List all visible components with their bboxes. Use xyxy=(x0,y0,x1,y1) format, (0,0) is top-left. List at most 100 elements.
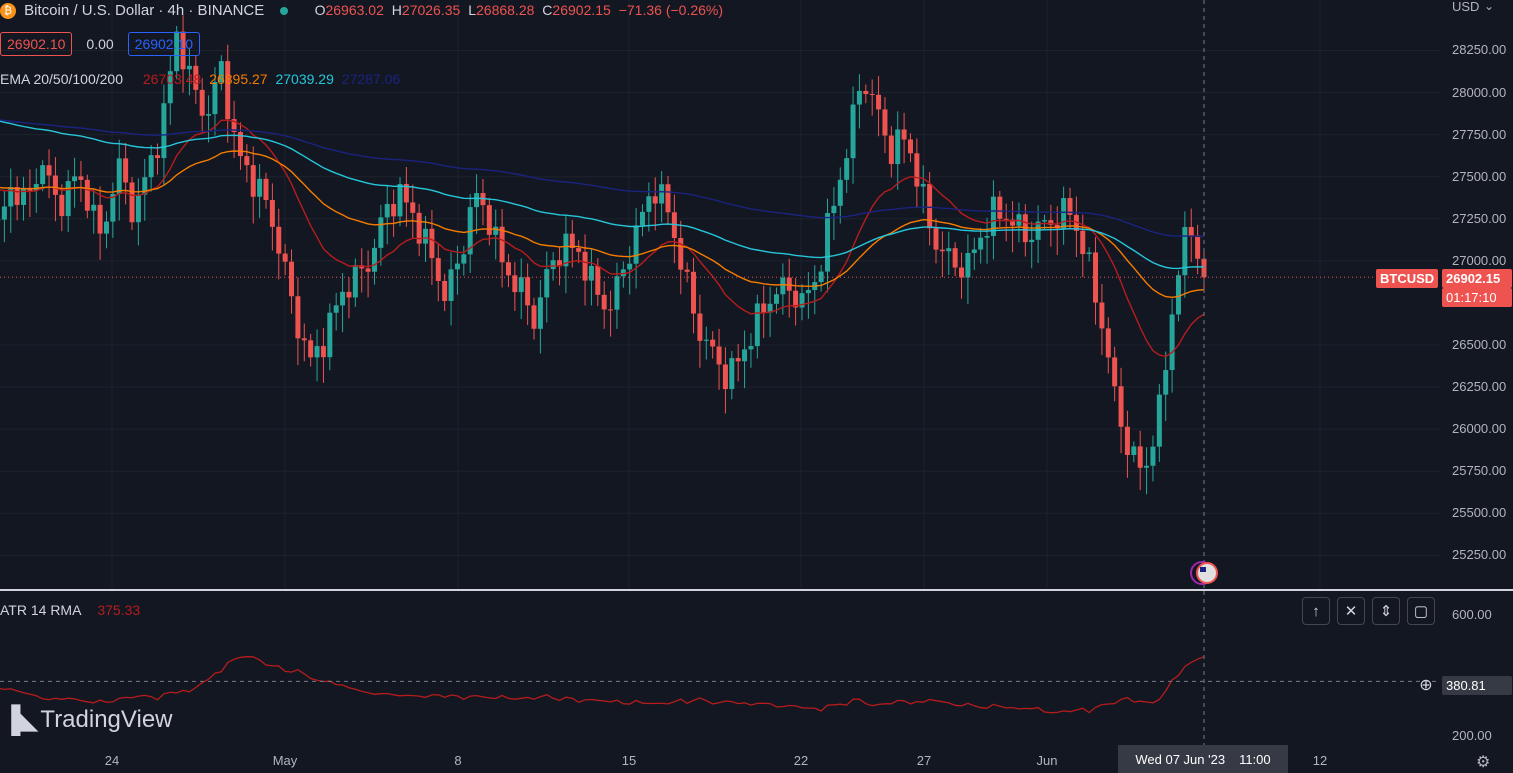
candle-body xyxy=(320,346,326,358)
currency-selector[interactable]: USD xyxy=(1452,0,1480,14)
candle-body xyxy=(518,277,524,293)
add-alert-plus-icon[interactable]: ⊕ xyxy=(1419,677,1433,694)
candle-body xyxy=(244,156,250,166)
candle-body xyxy=(786,277,792,291)
price-chart-pane[interactable] xyxy=(0,0,1440,589)
candle-body xyxy=(410,202,416,213)
price-tick-label: 26500.00 xyxy=(1452,336,1507,352)
candles xyxy=(0,15,1207,495)
candle-body xyxy=(722,364,728,390)
candle-body xyxy=(110,193,116,222)
candle-body xyxy=(1124,426,1130,456)
ema-legend[interactable]: EMA 20/50/100/200 26703.48 26895.27 2703… xyxy=(0,71,404,87)
candle-body xyxy=(46,165,52,176)
time-tick-label: 8 xyxy=(454,753,462,768)
candle-body xyxy=(52,175,58,195)
candle-body xyxy=(308,340,314,358)
candle-body xyxy=(952,248,958,268)
candle-body xyxy=(793,290,799,308)
candle-body xyxy=(193,65,199,90)
candle-body xyxy=(454,263,460,270)
candle-body xyxy=(767,303,773,313)
symbol-legend[interactable]: ₿ Bitcoin / U.S. Dollar · 4h · BINANCE O… xyxy=(0,2,731,20)
candle-body xyxy=(116,158,122,194)
candle-body xyxy=(971,249,977,254)
candle-body xyxy=(263,178,269,200)
candle-body xyxy=(1041,220,1047,222)
candle-body xyxy=(282,253,288,262)
gear-icon[interactable]: ⚙ xyxy=(1476,754,1491,771)
ohlc-open: 26963.02 xyxy=(325,2,384,18)
candle-body xyxy=(78,176,84,180)
candle-body xyxy=(499,226,505,263)
candle-body xyxy=(250,165,256,197)
candle-body xyxy=(933,228,939,250)
candle-body xyxy=(620,269,626,277)
candle-body xyxy=(876,94,882,110)
price-tick-label: 26000.00 xyxy=(1452,421,1507,437)
time-tick-label: 24 xyxy=(104,753,120,768)
sell-button[interactable]: 26902.10 xyxy=(0,32,73,56)
price-tick-label: 25500.00 xyxy=(1452,505,1507,521)
chevron-down-icon[interactable]: ⌄ xyxy=(1484,0,1495,13)
atr-tick-label: 200.00 xyxy=(1452,727,1492,743)
candle-body xyxy=(735,358,741,362)
tradingview-watermark[interactable]: ▐◣ TradingView xyxy=(2,704,173,735)
candle-body xyxy=(869,94,875,96)
candle-body xyxy=(665,184,671,213)
candle-body xyxy=(684,269,690,272)
price-chart-canvas[interactable] xyxy=(0,0,1440,589)
pane-separator[interactable] xyxy=(0,589,1513,591)
candle-body xyxy=(614,276,620,310)
atr-pane[interactable] xyxy=(0,591,1440,745)
candle-body xyxy=(978,237,984,250)
maximize-pane-icon[interactable]: ▢ xyxy=(1407,597,1435,625)
candle-body xyxy=(212,82,218,115)
price-tick-label: 28000.00 xyxy=(1452,84,1507,100)
candle-body xyxy=(186,65,192,70)
close-pane-icon[interactable]: ✕ xyxy=(1337,597,1365,625)
candle-body xyxy=(639,211,645,226)
atr-axis[interactable]: 600.00 200.00 xyxy=(1440,591,1513,745)
candle-body xyxy=(856,90,862,105)
candle-body xyxy=(927,183,933,229)
pane-controls: ↑ ✕ ⇕ ▢ xyxy=(1302,597,1435,625)
candle-body xyxy=(403,183,409,203)
candle-body xyxy=(920,183,926,187)
symbol-tag: BTCUSD xyxy=(1376,269,1439,288)
candle-body xyxy=(1163,370,1169,395)
candle-body xyxy=(939,249,945,252)
candle-body xyxy=(416,212,422,244)
symbol-title[interactable]: Bitcoin / U.S. Dollar · 4h · BINANCE xyxy=(24,2,265,19)
ema50-value: 26895.27 xyxy=(209,71,268,87)
candle-body xyxy=(206,114,212,116)
candle-body xyxy=(844,158,850,180)
candle-body xyxy=(1099,302,1105,329)
candle-body xyxy=(984,235,990,238)
move-pane-up-icon[interactable]: ↑ xyxy=(1302,597,1330,625)
candle-body xyxy=(423,228,429,244)
buy-button[interactable]: 26902.10 xyxy=(127,32,201,56)
spread-value: 0.00 xyxy=(86,36,114,52)
candle-body xyxy=(384,203,390,218)
price-axis[interactable]: USD ⌄ 28250.00 28000.00 27750.00 27500.00 27… xyxy=(1440,0,1513,745)
candle-body xyxy=(818,271,824,283)
candle-body xyxy=(646,196,652,212)
candle-body xyxy=(257,178,263,197)
candle-body xyxy=(161,103,167,159)
collapse-pane-icon[interactable]: ⇕ xyxy=(1372,597,1400,625)
atr-canvas[interactable] xyxy=(0,591,1440,745)
candle-body xyxy=(850,104,856,159)
candle-body xyxy=(237,132,243,157)
candle-body xyxy=(180,31,186,70)
atr-legend[interactable]: ATR 14 RMA 375.33 xyxy=(0,602,144,618)
candle-body xyxy=(218,61,224,83)
time-axis[interactable]: 24 May 8 15 22 27 Jun 12 xyxy=(0,745,1440,773)
candle-body xyxy=(595,265,601,295)
market-status-dot-icon xyxy=(280,7,289,16)
candle-body xyxy=(33,184,39,191)
candle-body xyxy=(14,186,20,205)
price-tick-label: 27000.00 xyxy=(1452,252,1507,268)
ohlc-low: 26868.28 xyxy=(476,2,535,18)
candle-body xyxy=(1137,446,1143,468)
